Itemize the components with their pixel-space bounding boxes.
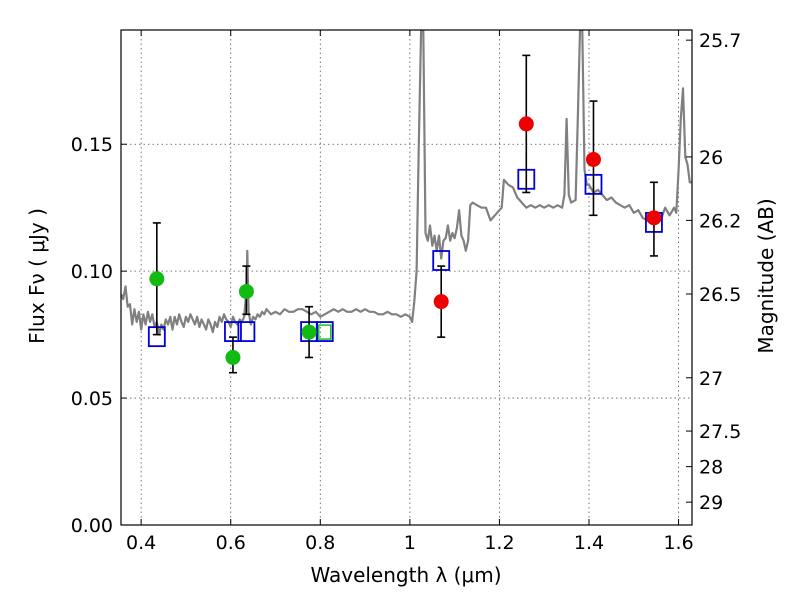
y2-tick-label: 25.7 [699,30,741,52]
y-tick-label: 0.00 [71,515,113,537]
observed-flux-point [225,349,241,365]
y2-tick-label: 26.2 [699,210,741,232]
observed-flux-point [301,324,317,340]
y2-tick-label: 26.5 [699,284,741,306]
x-tick-label: 1 [404,532,416,554]
observed-flux-point [149,271,165,287]
y2-tick-label: 26 [699,147,723,169]
sed-spectrum-line [121,30,692,336]
observed-flux-point [585,151,601,167]
model-flux-square [237,321,256,342]
y2-tick-label: 29 [699,492,723,514]
y2-tick-label: 27.5 [699,421,741,443]
x-axis-title: Wavelength λ (μm) [310,563,501,587]
observed-flux-point [518,116,534,132]
x-tick-label: 1.4 [574,532,604,554]
x-tick-label: 1.6 [663,532,693,554]
x-tick-label: 0.4 [126,532,156,554]
y2-tick-label: 28 [699,457,723,479]
axis-layer: 0.4 0.6 0.8 1 1.2 1.4 1.6 0.00 0.05 0.10 0.15 25.7 2… [71,30,741,554]
y-tick-label: 0.05 [71,388,113,410]
y-tick-label: 0.15 [71,134,113,156]
data-layer [121,30,692,374]
y2-axis-title: Magnitude (AB) [754,198,778,353]
observed-flux-marker [318,324,332,340]
y-axis-title: Flux Fν ( μJy ) [25,208,49,344]
observed-flux-point [646,210,662,226]
y2-tick-label: 27 [699,368,723,390]
observed-flux-point [433,294,449,310]
plot-frame [120,29,693,526]
x-tick-label: 1.2 [484,532,514,554]
x-tick-label: 0.8 [305,532,335,554]
model-flux-square [315,321,334,342]
x-tick-label: 0.6 [216,532,246,554]
grid-layer [121,30,692,525]
observed-flux-point [238,283,254,299]
y-tick-label: 0.10 [71,261,113,283]
